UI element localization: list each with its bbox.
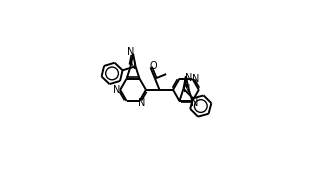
Text: N: N — [190, 98, 198, 108]
Text: N: N — [127, 47, 134, 57]
Text: N: N — [192, 74, 199, 84]
Text: N: N — [138, 98, 145, 108]
Text: O: O — [149, 62, 157, 71]
Text: N: N — [114, 85, 121, 95]
Text: N: N — [129, 61, 137, 71]
Text: N: N — [185, 73, 192, 83]
Text: N: N — [182, 84, 190, 94]
